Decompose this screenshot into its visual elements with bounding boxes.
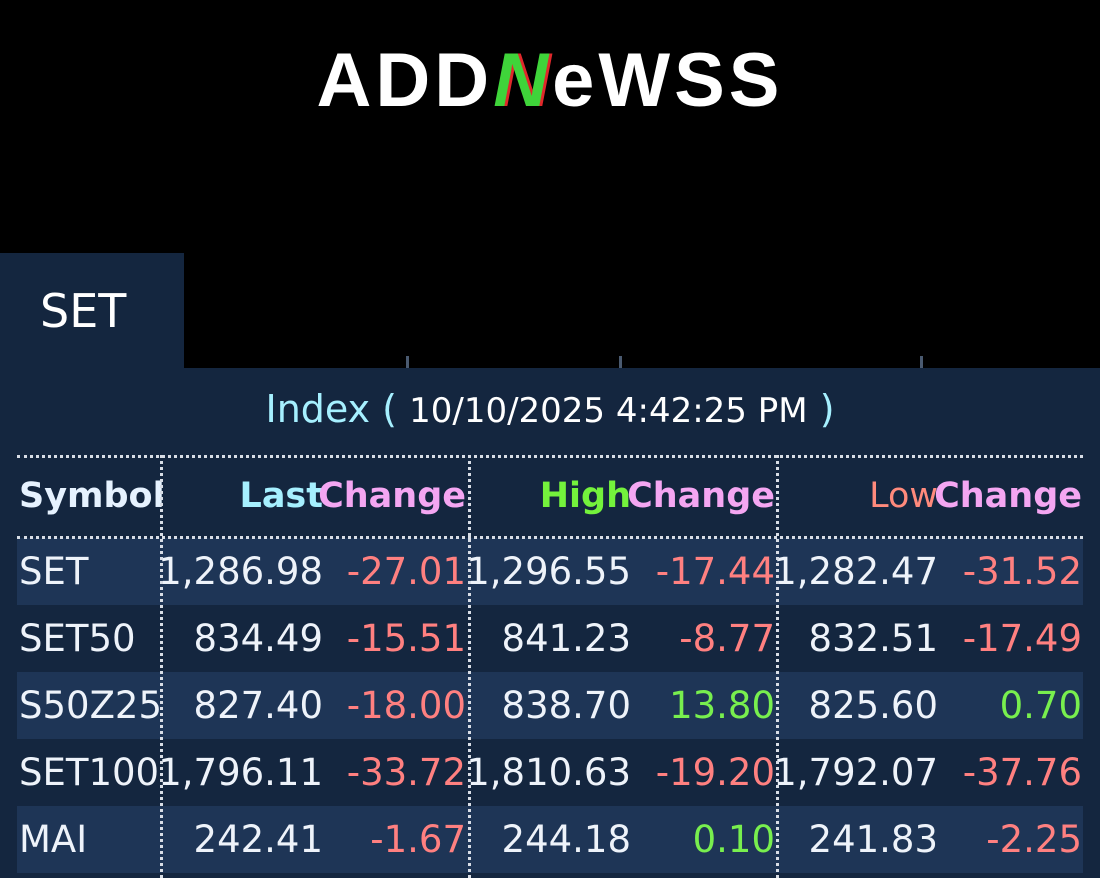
quote-value: 838.70 bbox=[501, 684, 631, 727]
timestamp: 10/10/2025 4:42:25 PM bbox=[409, 391, 808, 431]
quote-value: 827.40 bbox=[193, 684, 323, 727]
quote-table: Symbol Last Change High Change Low Change SET 1,… bbox=[17, 455, 1083, 878]
quote-value: -33.72 bbox=[346, 751, 466, 794]
quote-value: 825.60 bbox=[808, 684, 938, 727]
quote-value: 832.51 bbox=[808, 617, 938, 660]
quote-value: -18.00 bbox=[346, 684, 466, 727]
title-close: ) bbox=[819, 387, 835, 431]
column-header: Change bbox=[934, 476, 1082, 516]
row-background bbox=[17, 672, 1083, 739]
divider bbox=[17, 455, 1083, 458]
quote-value: 242.41 bbox=[193, 818, 323, 861]
quote-value: -19.20 bbox=[655, 751, 775, 794]
tab-divider bbox=[920, 356, 923, 368]
quote-value: -8.77 bbox=[679, 617, 775, 660]
tab[interactable]: SET bbox=[0, 253, 184, 369]
quote-value: 1,810.63 bbox=[466, 751, 631, 794]
quote-value: -1.67 bbox=[370, 818, 466, 861]
quote-value: -17.49 bbox=[962, 617, 1082, 660]
quote-value: 1,296.55 bbox=[466, 550, 631, 593]
quote-value: -37.76 bbox=[962, 751, 1082, 794]
row-background bbox=[17, 538, 1083, 605]
column-header: Symbol bbox=[19, 476, 165, 516]
quote-value: 244.18 bbox=[501, 818, 631, 861]
quote-value: 13.80 bbox=[669, 684, 775, 727]
column-header: Last bbox=[239, 476, 323, 516]
logo-mark: N bbox=[493, 38, 553, 123]
row-background bbox=[17, 806, 1083, 873]
quote-value: -2.25 bbox=[986, 818, 1082, 861]
quote-value: -15.51 bbox=[346, 617, 466, 660]
quote-value: 834.49 bbox=[193, 617, 323, 660]
divider bbox=[468, 455, 471, 878]
row-background bbox=[17, 605, 1083, 672]
column-header: Change bbox=[318, 476, 466, 516]
symbol: S50Z25 bbox=[19, 684, 162, 727]
column-header: Change bbox=[627, 476, 775, 516]
logo-prefix: ADD bbox=[316, 38, 494, 123]
tab-divider bbox=[406, 356, 409, 368]
quote-value: 1,286.98 bbox=[158, 550, 323, 593]
title-label: Index ( bbox=[265, 387, 397, 431]
symbol: SET50 bbox=[19, 617, 136, 660]
title: Index ( 10/10/2025 4:42:25 PM ) bbox=[0, 383, 1100, 437]
quote-value: 841.23 bbox=[501, 617, 631, 660]
quote-value: 0.70 bbox=[999, 684, 1082, 727]
quote-value: 1,282.47 bbox=[773, 550, 938, 593]
divider bbox=[776, 455, 779, 878]
symbol: SET bbox=[19, 550, 89, 593]
logo-suffix: eWSS bbox=[552, 38, 784, 123]
quote-value: 0.10 bbox=[692, 818, 775, 861]
symbol: SET100 bbox=[19, 751, 160, 794]
quote-value: 241.83 bbox=[808, 818, 938, 861]
quote-value: -17.44 bbox=[655, 550, 775, 593]
logo: ADDNeWSS bbox=[0, 36, 1100, 126]
symbol: MAI bbox=[19, 818, 88, 861]
column-header: High bbox=[539, 476, 631, 516]
quote-value: -31.52 bbox=[962, 550, 1082, 593]
row-background bbox=[17, 739, 1083, 806]
divider bbox=[17, 536, 1083, 539]
divider bbox=[160, 455, 163, 878]
tab-divider bbox=[619, 356, 622, 368]
column-header: Low bbox=[869, 476, 938, 516]
quote-value: 1,792.07 bbox=[773, 751, 938, 794]
quote-value: -27.01 bbox=[346, 550, 466, 593]
quote-value: 1,796.11 bbox=[158, 751, 323, 794]
